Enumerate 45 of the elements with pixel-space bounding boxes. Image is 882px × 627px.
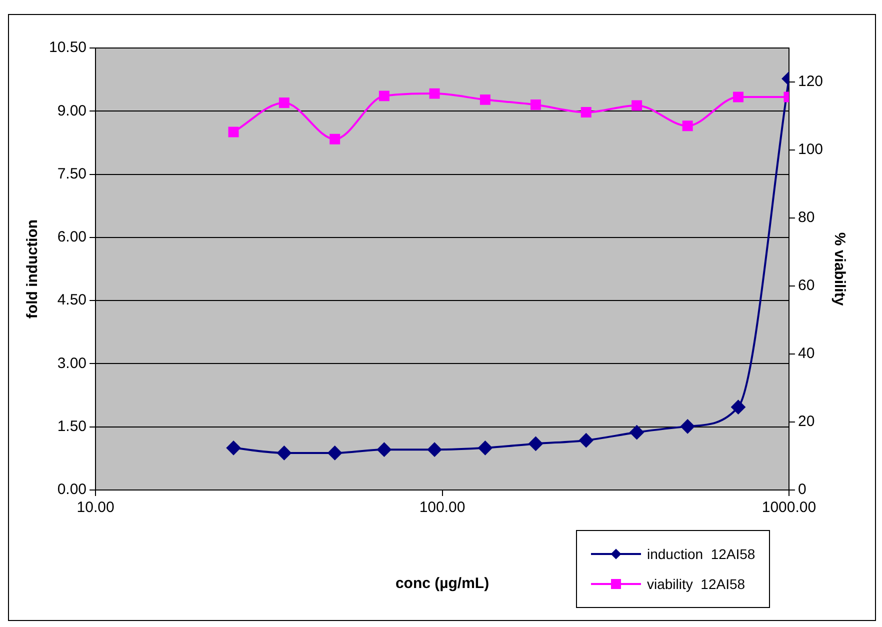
x-axis-title: conc (µg/mL) xyxy=(395,575,490,592)
y2-tick-label: 40 xyxy=(798,345,815,362)
point xyxy=(630,425,644,440)
point xyxy=(330,134,340,144)
x-tick-label: 1000.00 xyxy=(762,499,816,516)
point xyxy=(328,446,342,460)
legend-label: viability 12AI58 xyxy=(647,576,746,592)
y-tick-label: 1.50 xyxy=(57,418,87,435)
y2-tick-label: 0 xyxy=(798,481,806,498)
point xyxy=(429,88,440,99)
y2-tick-label: 100 xyxy=(798,141,824,158)
y2-tick-label: 80 xyxy=(798,209,815,226)
point xyxy=(428,442,442,457)
y-tick-label: 4.50 xyxy=(57,292,87,309)
y-tick-label: 9.00 xyxy=(57,102,87,120)
y-tick-label: 6.00 xyxy=(57,228,87,246)
point xyxy=(580,107,592,118)
point xyxy=(731,400,746,414)
point xyxy=(377,442,392,457)
x-tick-label: 100.00 xyxy=(419,499,466,516)
y-tick-label: 3.00 xyxy=(57,354,87,372)
y-tick-label: 7.50 xyxy=(57,165,87,182)
point xyxy=(682,120,693,132)
point xyxy=(378,90,390,102)
y2-tick-label: 120 xyxy=(798,73,824,90)
y2-axis-title: % viability xyxy=(830,232,848,306)
point xyxy=(277,446,292,460)
point xyxy=(278,98,290,108)
point xyxy=(632,100,642,111)
point xyxy=(528,436,543,451)
point xyxy=(478,440,492,455)
point xyxy=(226,440,241,455)
y-tick-label: 0.00 xyxy=(57,481,87,498)
point xyxy=(480,94,490,105)
point xyxy=(228,126,239,138)
legend-label: induction 12AI58 xyxy=(647,546,756,562)
point xyxy=(680,419,695,434)
x-tick-label: 10.00 xyxy=(76,499,114,516)
point xyxy=(530,100,541,110)
point xyxy=(733,92,744,102)
y2-tick-label: 20 xyxy=(798,413,815,430)
y-axis-title: fold induction xyxy=(24,219,42,319)
y2-tick-label: 60 xyxy=(798,277,815,294)
y-tick-label: 10.50 xyxy=(48,39,87,56)
point xyxy=(579,433,594,448)
